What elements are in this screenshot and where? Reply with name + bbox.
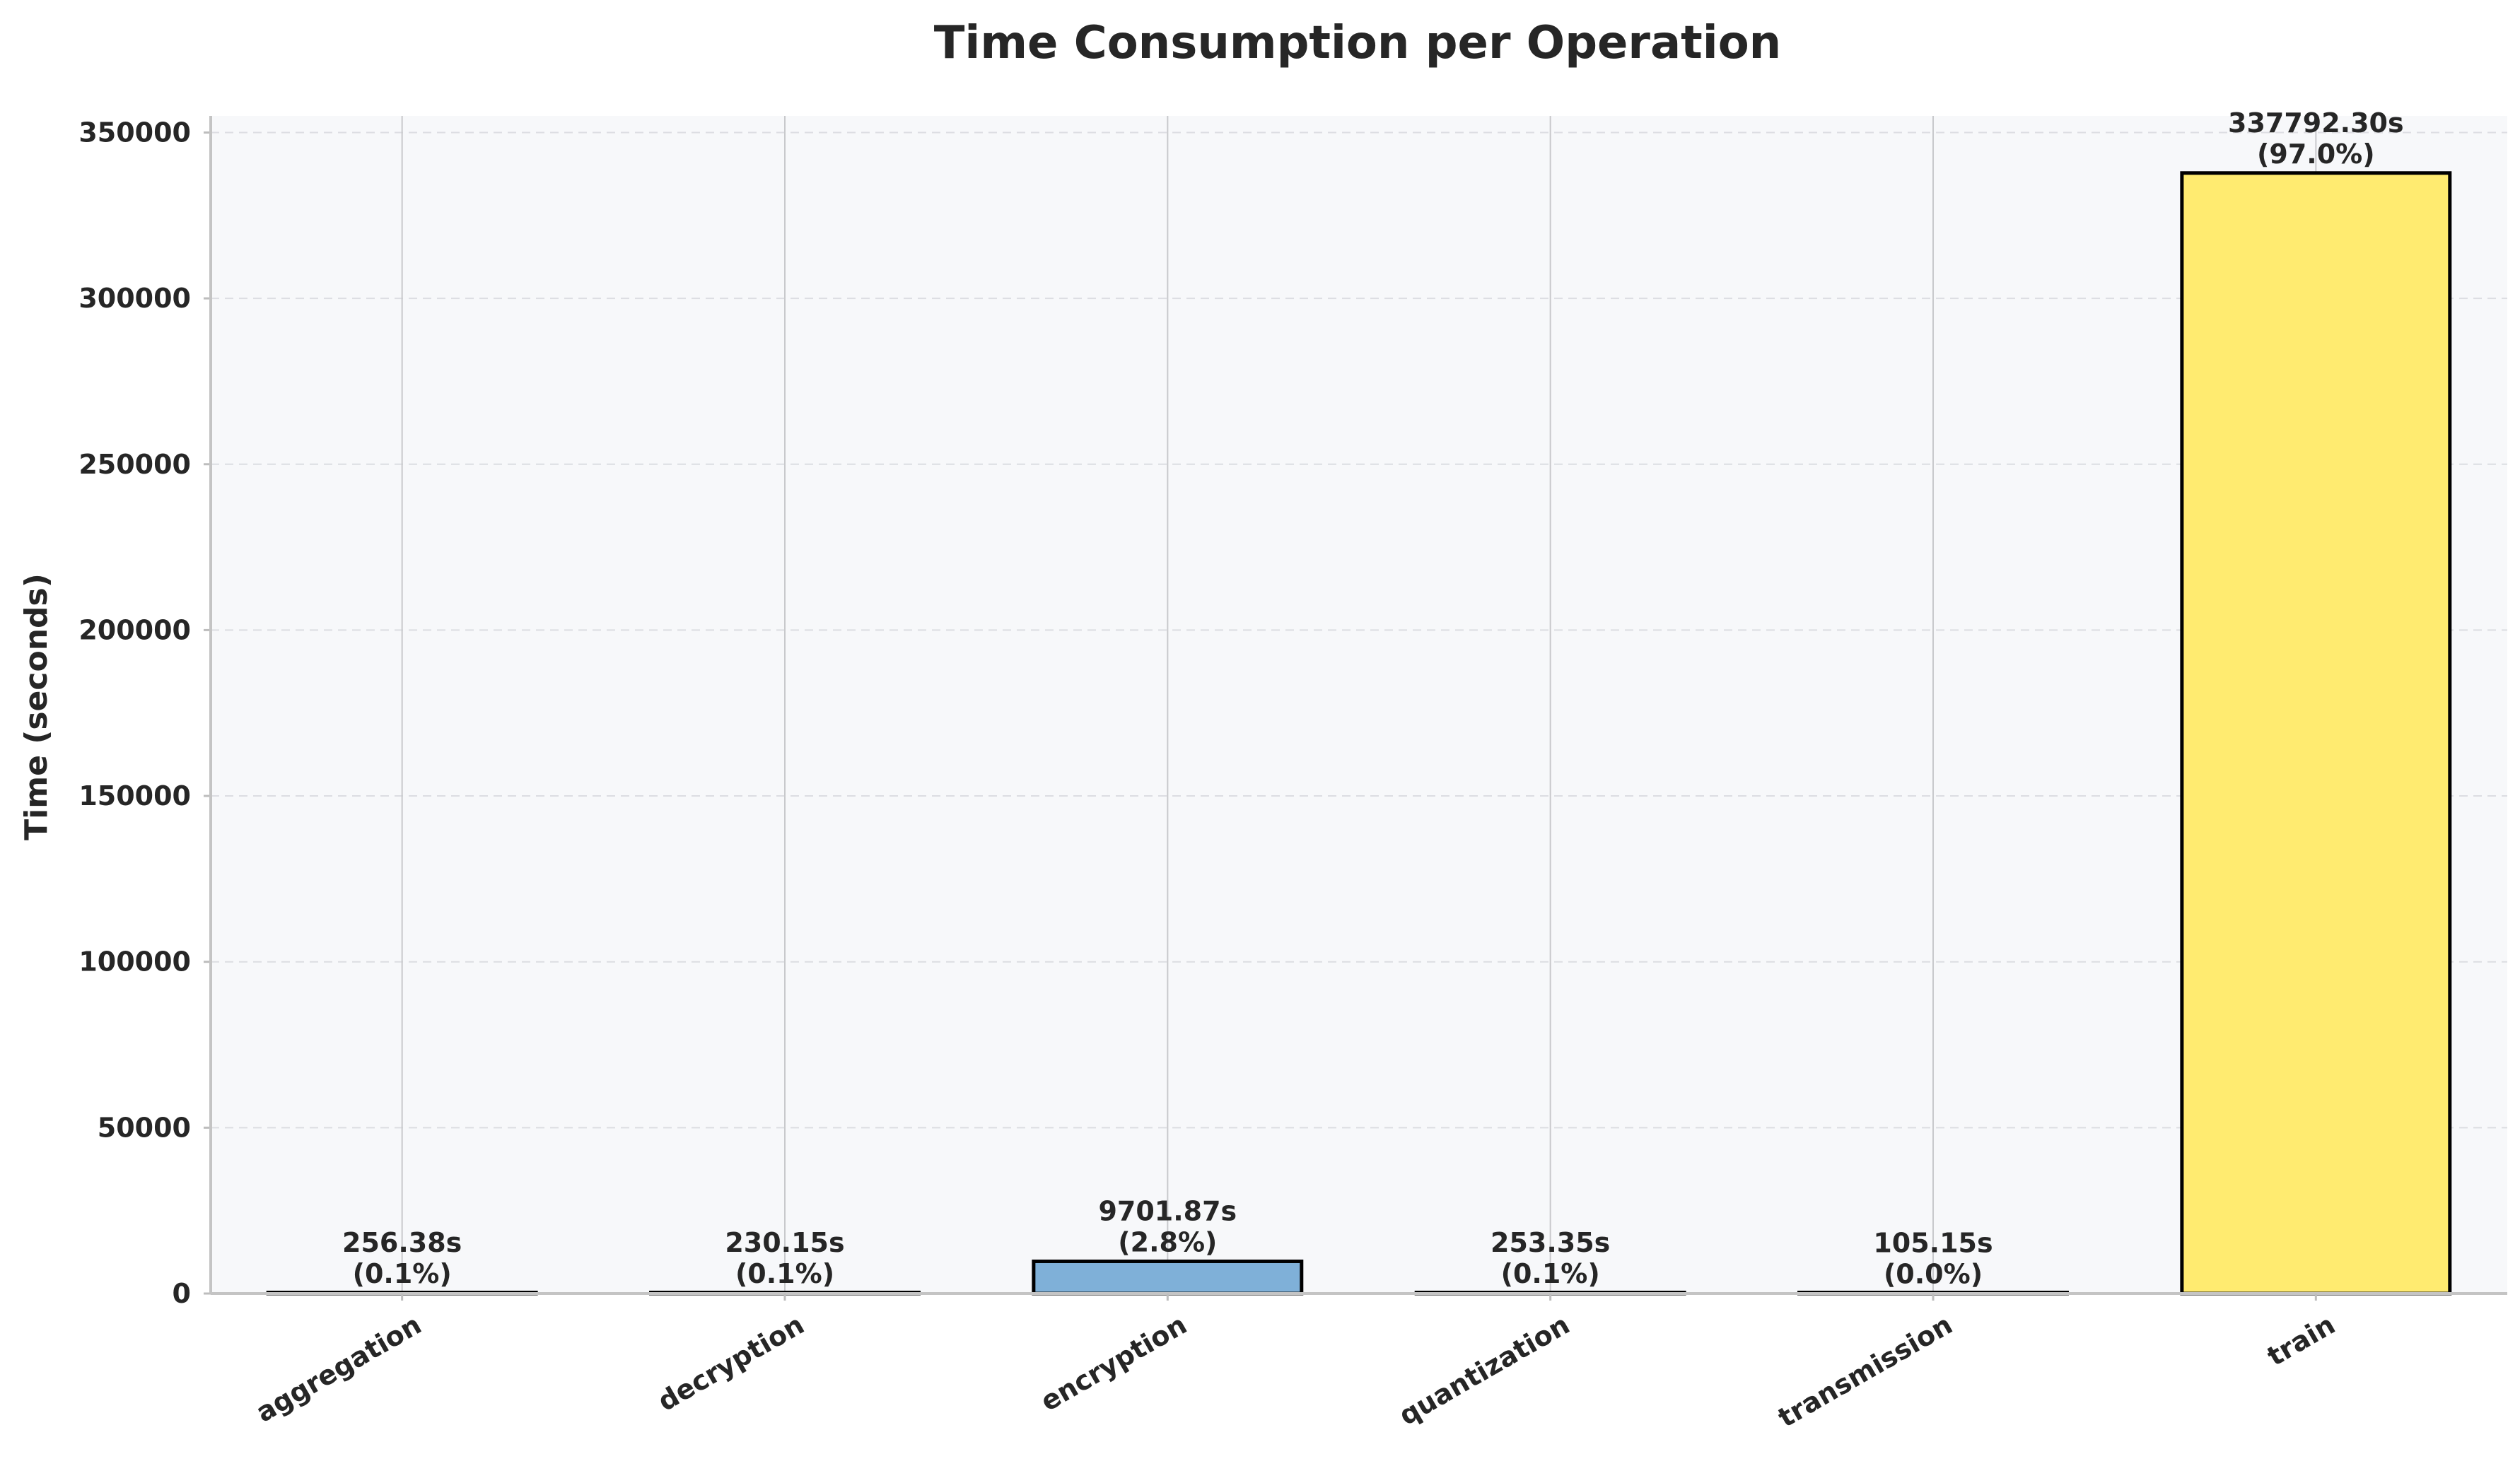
x-tick-label: aggregation xyxy=(250,1309,426,1429)
y-tick-label: 350000 xyxy=(78,117,191,148)
plot-background xyxy=(211,116,2507,1294)
data-label-value: 230.15s xyxy=(725,1227,844,1258)
y-axis-label: Time (seconds) xyxy=(18,573,54,840)
x-tick-label: train xyxy=(2262,1309,2340,1372)
data-label-value: 337792.30s xyxy=(2228,107,2404,139)
data-label-value: 256.38s xyxy=(342,1227,462,1258)
data-label-percent: (2.8%) xyxy=(1118,1226,1217,1257)
bar-encryption xyxy=(1032,1259,1304,1296)
y-tick-label: 100000 xyxy=(78,946,191,978)
x-tick-label: transmission xyxy=(1773,1309,1957,1433)
x-tick-label: decryption xyxy=(653,1309,810,1417)
y-tick-label: 150000 xyxy=(78,780,191,811)
data-label-value: 105.15s xyxy=(1873,1228,1993,1259)
data-label-percent: (0.0%) xyxy=(1884,1259,1983,1290)
y-tick-label: 300000 xyxy=(78,283,191,314)
bar-train xyxy=(2180,171,2452,1296)
chart-title: Time Consumption per Operation xyxy=(934,17,1781,69)
data-label-percent: (0.1%) xyxy=(353,1258,452,1289)
y-tick-label: 200000 xyxy=(78,614,191,645)
y-tick-label: 250000 xyxy=(78,449,191,480)
x-tick-label: quantization xyxy=(1394,1309,1575,1431)
axes-layer xyxy=(204,116,2507,1301)
data-label-percent: (0.1%) xyxy=(735,1258,834,1289)
data-label-percent: (0.1%) xyxy=(1501,1258,1600,1289)
data-label-percent: (97.0%) xyxy=(2257,139,2375,170)
y-tick-label: 50000 xyxy=(98,1112,191,1143)
y-tick-label: 0 xyxy=(173,1278,191,1309)
x-tick-label: encryption xyxy=(1035,1309,1192,1417)
data-label-value: 253.35s xyxy=(1491,1227,1610,1258)
data-label-value: 9701.87s xyxy=(1098,1195,1237,1226)
